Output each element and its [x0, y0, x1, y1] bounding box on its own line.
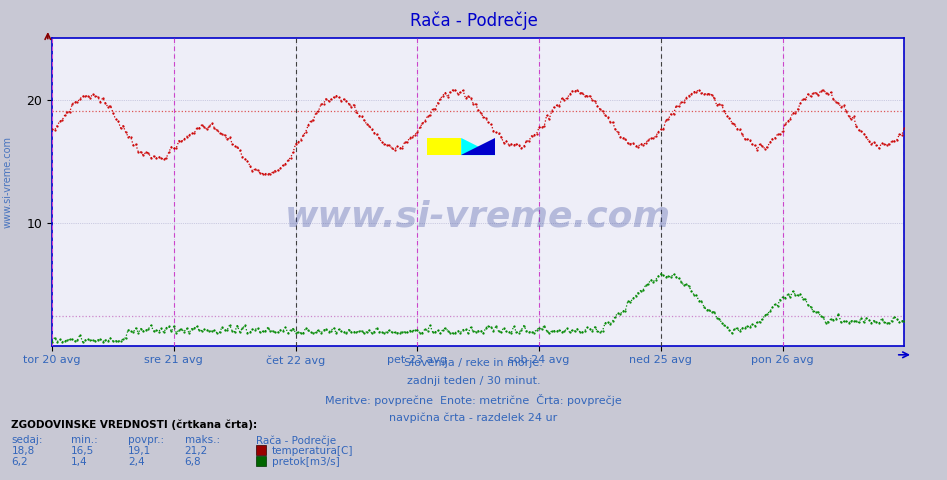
Text: Rača - Podrečje: Rača - Podrečje: [409, 12, 538, 31]
Text: 19,1: 19,1: [128, 446, 152, 456]
Text: temperatura[C]: temperatura[C]: [272, 446, 353, 456]
Polygon shape: [461, 138, 495, 155]
Bar: [427, 138, 461, 155]
Text: 1,4: 1,4: [71, 457, 88, 468]
Text: min.:: min.:: [71, 435, 98, 445]
Polygon shape: [461, 138, 495, 155]
Text: 6,2: 6,2: [11, 457, 28, 468]
Text: pretok[m3/s]: pretok[m3/s]: [272, 457, 340, 468]
Text: povpr.:: povpr.:: [128, 435, 164, 445]
Text: Meritve: povprečne  Enote: metrične  Črta: povprečje: Meritve: povprečne Enote: metrične Črta:…: [325, 394, 622, 406]
Text: www.si-vreme.com: www.si-vreme.com: [285, 200, 671, 234]
Text: 6,8: 6,8: [185, 457, 202, 468]
Text: navpična črta - razdelek 24 ur: navpična črta - razdelek 24 ur: [389, 412, 558, 423]
Text: 21,2: 21,2: [185, 446, 208, 456]
Text: 2,4: 2,4: [128, 457, 145, 468]
Text: Slovenija / reke in morje.: Slovenija / reke in morje.: [404, 358, 543, 368]
Text: sedaj:: sedaj:: [11, 435, 43, 445]
Text: 18,8: 18,8: [11, 446, 35, 456]
Text: maks.:: maks.:: [185, 435, 220, 445]
Text: www.si-vreme.com: www.si-vreme.com: [3, 136, 12, 228]
Text: zadnji teden / 30 minut.: zadnji teden / 30 minut.: [406, 376, 541, 386]
Text: 16,5: 16,5: [71, 446, 95, 456]
Text: Rača - Podrečje: Rača - Podrečje: [256, 435, 336, 446]
Text: ZGODOVINSKE VREDNOSTI (črtkana črta):: ZGODOVINSKE VREDNOSTI (črtkana črta):: [11, 420, 258, 431]
